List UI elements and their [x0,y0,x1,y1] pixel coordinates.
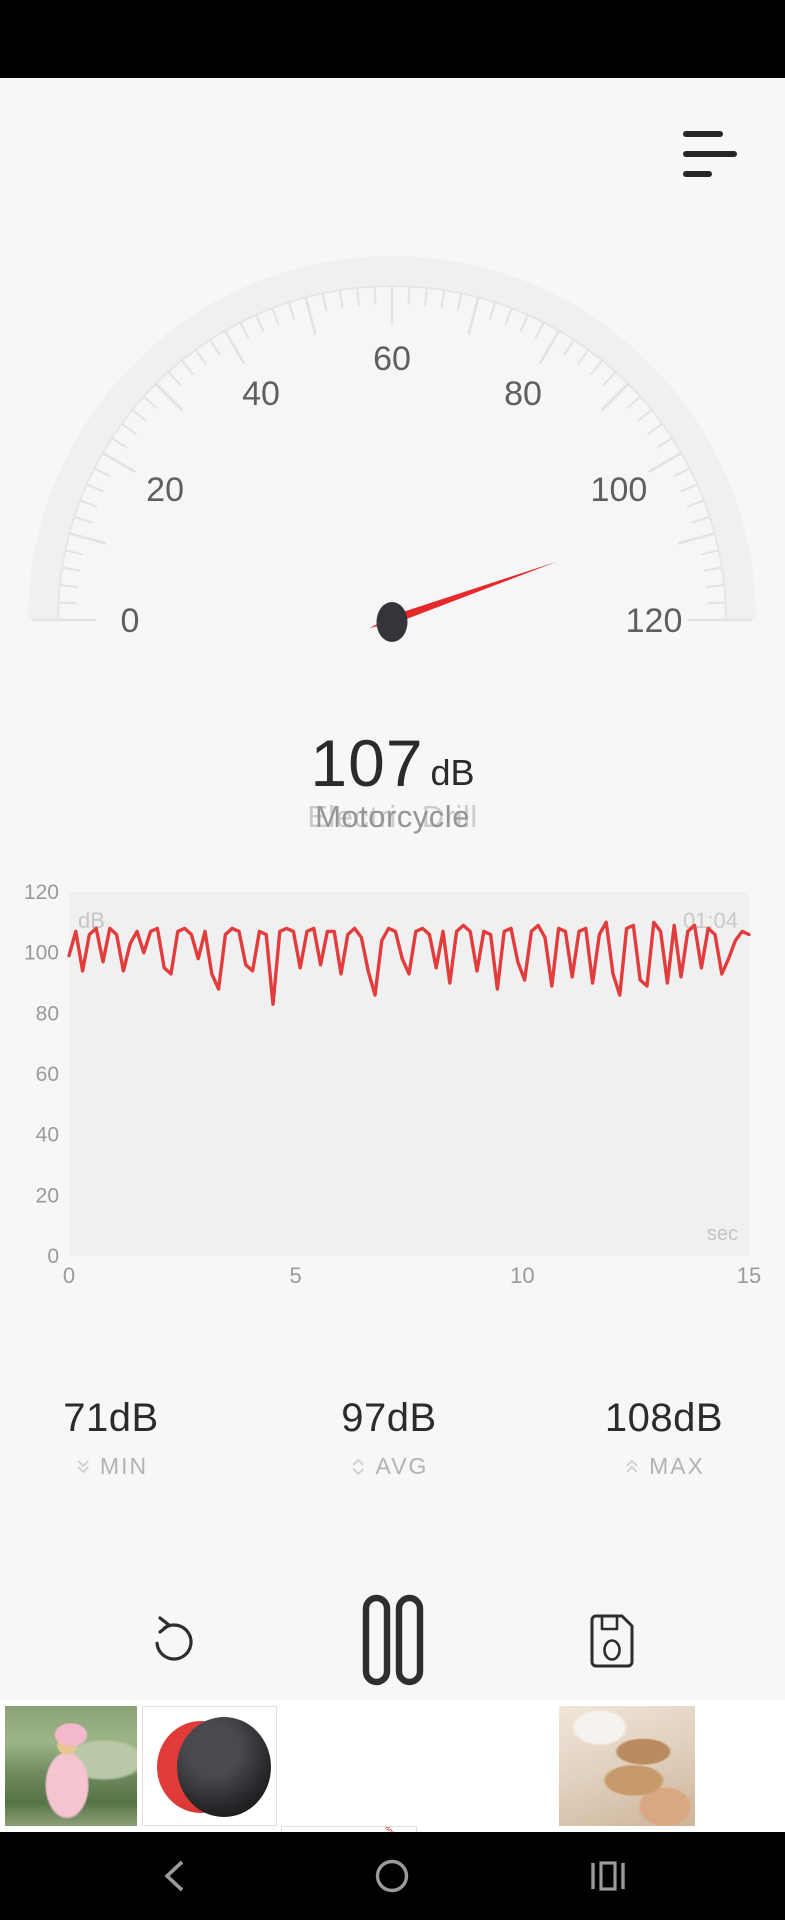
classification-label-back: Electric Drill [307,799,478,834]
recents-icon [591,1861,625,1891]
stat-value: 108dB [604,1396,724,1440]
ad-tile-dress-photo[interactable] [5,1706,137,1826]
svg-text:120: 120 [24,881,59,904]
svg-text:40: 40 [242,375,280,413]
ad-tile-sandals-photo[interactable] [559,1706,695,1826]
menu-button[interactable] [664,112,760,192]
classification-label-front: Motorcycle [315,799,470,834]
svg-text:20: 20 [36,1184,59,1207]
home-icon [375,1859,409,1893]
chevrons-updown-icon [352,1458,365,1475]
svg-text:0: 0 [121,602,140,640]
svg-text:100: 100 [24,942,59,965]
svg-text:80: 80 [36,1002,59,1025]
pause-button[interactable] [360,1592,426,1688]
svg-text:0: 0 [63,1263,75,1288]
nav-home-button[interactable] [332,1832,452,1920]
svg-text:15: 15 [737,1263,761,1288]
stats-row: 71dB MIN 97dB AVG 108dB MAX [0,1396,785,1506]
ad-tile-discs[interactable] [142,1706,277,1826]
android-nav-bar [0,1832,785,1920]
stat-label: MIN [99,1453,149,1479]
chevrons-down-icon [77,1460,89,1474]
stat-value: 97dB [341,1396,437,1440]
current-reading: 107 dB [0,712,785,796]
nav-recents-button[interactable] [548,1832,668,1920]
back-icon [164,1860,184,1892]
stat-label: MAX [649,1453,705,1479]
svg-text:dB: dB [78,908,105,933]
status-bar [0,0,785,78]
svg-text:5: 5 [290,1263,302,1288]
decibel-gauge: 0 20 40 60 80 100 120 [28,256,756,642]
svg-text:60: 60 [373,340,411,378]
chevrons-up-icon [626,1459,638,1473]
svg-text:60: 60 [36,1063,59,1086]
reading-unit: dB [430,752,475,793]
stat-avg: 97dB AVG [341,1396,436,1480]
svg-text:100: 100 [591,471,648,509]
reset-button[interactable] [146,1598,202,1682]
stat-max: 108dB MAX [605,1396,723,1480]
stat-label: AVG [375,1453,429,1479]
svg-text:0: 0 [47,1245,59,1268]
svg-text:40: 40 [36,1124,59,1147]
save-icon [590,1614,634,1668]
stat-min: 71dB MIN [63,1396,158,1480]
nav-back-button[interactable] [115,1832,235,1920]
pause-icon [362,1594,424,1686]
reset-icon [155,1616,193,1661]
svg-text:sec: sec [707,1223,738,1245]
svg-text:10: 10 [510,1263,534,1288]
ad-banner: 13cm/4in 8mm/0.3in ♟♞♪◉ TEMU [0,1700,785,1920]
svg-text:120: 120 [626,602,683,640]
reading-value: 107 [310,726,424,800]
stat-value: 71dB [63,1396,159,1440]
svg-text:20: 20 [146,471,184,509]
sound-classification: Electric Drill Motorcycle [0,796,785,842]
save-button[interactable] [586,1608,638,1674]
hamburger-menu-icon [683,131,723,137]
svg-text:80: 80 [504,375,542,413]
